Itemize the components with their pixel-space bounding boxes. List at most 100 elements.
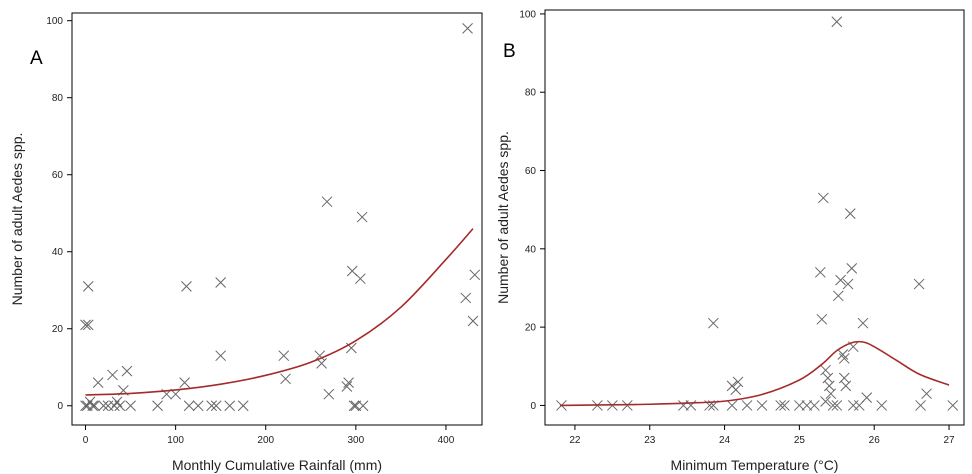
data-point bbox=[801, 400, 813, 411]
data-point bbox=[732, 376, 744, 388]
y-tick-label: 60 bbox=[52, 170, 64, 181]
data-point bbox=[837, 349, 849, 360]
data-point bbox=[844, 208, 856, 219]
x-tick-label: 27 bbox=[943, 435, 955, 446]
y-tick-label: 0 bbox=[57, 401, 63, 412]
data-point bbox=[814, 266, 826, 278]
data-point bbox=[779, 400, 790, 411]
x-tick-label: 300 bbox=[348, 435, 365, 446]
x-tick-label: 25 bbox=[794, 435, 806, 446]
y-tick-label: 20 bbox=[52, 324, 64, 335]
data-point bbox=[947, 400, 959, 411]
data-point bbox=[820, 364, 831, 376]
data-point bbox=[215, 350, 227, 362]
data-point bbox=[816, 313, 828, 325]
data-point bbox=[835, 274, 846, 286]
y-tick-label: 80 bbox=[52, 93, 64, 104]
data-point bbox=[354, 273, 366, 285]
data-point bbox=[121, 365, 133, 377]
data-point bbox=[831, 400, 843, 411]
data-point bbox=[348, 400, 360, 412]
data-point bbox=[206, 400, 218, 412]
data-point bbox=[92, 377, 104, 388]
data-point bbox=[825, 388, 837, 400]
data-point bbox=[840, 380, 852, 392]
plot-frame bbox=[544, 9, 965, 426]
data-point bbox=[82, 319, 94, 331]
data-point bbox=[82, 281, 94, 292]
data-point bbox=[183, 400, 195, 412]
data-point bbox=[341, 381, 353, 392]
data-point bbox=[730, 384, 742, 396]
data-point bbox=[343, 377, 354, 388]
data-point bbox=[857, 317, 869, 329]
y-tick-label: 40 bbox=[525, 244, 537, 255]
panel-letter: B bbox=[503, 41, 516, 62]
data-point bbox=[224, 400, 236, 412]
x-tick-label: 22 bbox=[569, 435, 581, 446]
data-point bbox=[842, 278, 854, 290]
data-point bbox=[831, 16, 843, 28]
data-point bbox=[323, 388, 335, 400]
data-point bbox=[321, 196, 333, 208]
y-tick-label: 0 bbox=[530, 401, 536, 412]
data-point bbox=[107, 369, 118, 381]
data-point bbox=[809, 400, 820, 411]
data-point bbox=[80, 319, 91, 331]
y-tick-label: 20 bbox=[525, 323, 537, 334]
data-point bbox=[114, 400, 126, 412]
data-point bbox=[462, 23, 473, 34]
y-tick-label: 40 bbox=[52, 247, 64, 258]
data-point bbox=[98, 400, 109, 412]
x-tick-label: 100 bbox=[167, 435, 184, 446]
data-point bbox=[847, 400, 859, 411]
data-point bbox=[915, 400, 926, 411]
data-point bbox=[210, 400, 222, 412]
data-point bbox=[707, 317, 719, 329]
data-point bbox=[314, 350, 326, 362]
data-point bbox=[726, 400, 738, 411]
data-point bbox=[756, 400, 768, 411]
data-point bbox=[460, 292, 472, 304]
panel-letter: A bbox=[30, 48, 43, 69]
data-point bbox=[775, 400, 787, 411]
x-tick-label: 400 bbox=[438, 435, 455, 446]
data-point bbox=[125, 400, 136, 412]
y-tick-label: 100 bbox=[519, 9, 536, 20]
data-point bbox=[846, 263, 858, 274]
y-tick-label: 60 bbox=[525, 166, 537, 177]
plot-frame bbox=[71, 12, 483, 426]
x-tick-label: 23 bbox=[644, 435, 656, 446]
x-tick-label: 200 bbox=[257, 435, 274, 446]
data-point bbox=[820, 396, 831, 407]
data-point bbox=[827, 400, 839, 411]
panel-a-scatter-plot: 0 100 200 300 400 0 20 40 60 80 100 Monthly Cumulat… bbox=[9, 12, 483, 473]
data-point bbox=[921, 388, 932, 400]
data-point bbox=[469, 269, 481, 281]
data-point bbox=[741, 400, 753, 411]
data-point bbox=[794, 400, 805, 411]
y-tick-label: 100 bbox=[46, 16, 63, 27]
x-tick-label: 0 bbox=[83, 435, 89, 446]
data-point bbox=[685, 400, 697, 411]
data-point bbox=[876, 400, 888, 411]
data-point bbox=[181, 281, 192, 292]
data-point bbox=[817, 192, 829, 204]
data-point bbox=[192, 400, 204, 412]
data-point bbox=[913, 278, 925, 290]
x-axis-title: Monthly Cumulative Rainfall (mm) bbox=[172, 457, 382, 473]
data-point bbox=[356, 211, 368, 223]
y-tick-label: 80 bbox=[525, 88, 537, 99]
data-point bbox=[861, 392, 873, 403]
data-point bbox=[357, 400, 369, 412]
x-tick-label: 26 bbox=[869, 435, 881, 446]
y-axis-title: Number of adult Aedes spp. bbox=[9, 133, 25, 306]
data-point bbox=[152, 400, 163, 412]
x-axis-title: Minimum Temperature (°C) bbox=[671, 457, 839, 473]
x-tick-label: 24 bbox=[719, 435, 731, 446]
data-point bbox=[179, 377, 190, 388]
data-point bbox=[832, 290, 844, 302]
data-point bbox=[215, 277, 227, 288]
panel-b-scatter-plot: 22 23 24 25 26 27 0 20 40 60 80 100 Minimum Temperat… bbox=[495, 9, 965, 473]
